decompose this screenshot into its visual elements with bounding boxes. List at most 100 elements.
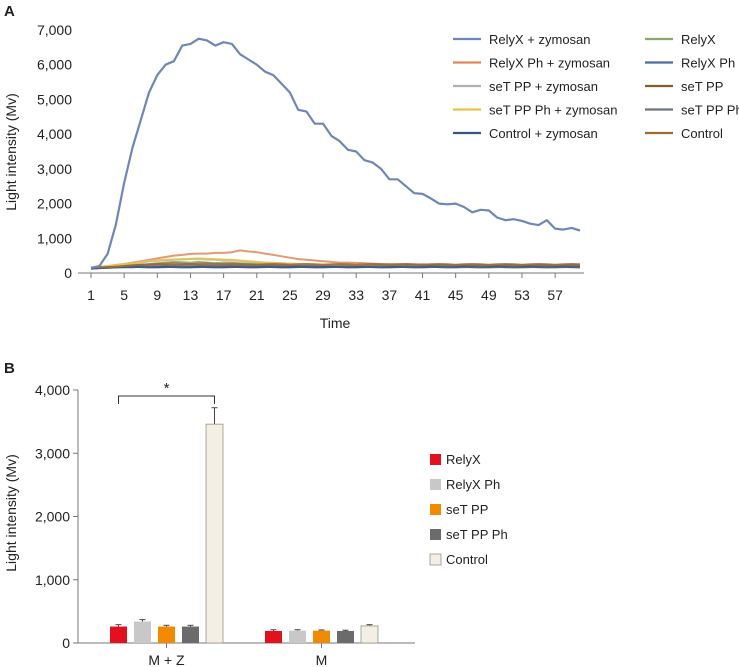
legend-item-set-pp-zymosan: seT PP + zymosan xyxy=(453,79,598,94)
panel-a-y-tick-label: 7,000 xyxy=(37,22,72,38)
legend-item-control-zymosan: Control + zymosan xyxy=(453,126,598,141)
legend-label: seT PP xyxy=(681,79,723,94)
bar-m-relyx-ph xyxy=(289,629,306,643)
bracket-line xyxy=(118,395,215,404)
panel-a-y-tick-label: 0 xyxy=(64,265,72,281)
panel-b-y-tick-label: 3,000 xyxy=(35,445,70,461)
bar-rect xyxy=(265,630,282,643)
bar-m-set-pp xyxy=(313,629,330,643)
legend-item-relyx-ph: RelyX Ph xyxy=(645,56,735,71)
panel-a-x-tick-label: 57 xyxy=(547,287,563,303)
panel-a-y-tick-label: 1,000 xyxy=(37,230,72,246)
panel-a-y-tick-label: 6,000 xyxy=(37,57,72,73)
panel-b-y-axis-title: Light intensity (Mv) xyxy=(3,454,19,571)
bar-m-z-set-pp-ph xyxy=(182,624,199,643)
legend-label: seT PP Ph xyxy=(446,527,508,542)
significance-star: * xyxy=(164,380,170,397)
panel-a-x-tick-label: 49 xyxy=(481,287,497,303)
bar-m-control xyxy=(360,624,379,644)
panel-a-y-tick-label: 4,000 xyxy=(37,126,72,142)
panel-b-y-tick-label: 1,000 xyxy=(35,572,70,588)
panel-b-category-label: M + Z xyxy=(148,652,185,667)
panel-a-x-tick-label: 45 xyxy=(448,287,464,303)
panel-a-line-chart: A 0 1,000 2,000 3,000 4,000 5,000 6,000 7,000 1… xyxy=(3,3,739,331)
legend-swatch xyxy=(430,479,441,490)
panel-a-legend: RelyX + zymosan RelyX RelyX Ph + zymosan Re… xyxy=(453,32,739,141)
panel-b-legend: RelyX RelyX Ph seT PP seT PP Ph Control xyxy=(429,452,508,567)
legend-label: Control + zymosan xyxy=(489,126,598,141)
legend-label: RelyX Ph xyxy=(446,477,500,492)
bar-m-z-relyx xyxy=(110,624,127,643)
panel-a-x-axis-title: Time xyxy=(320,315,351,331)
series-line-control xyxy=(90,262,581,269)
panel-b-y-tick-label: 4,000 xyxy=(35,382,70,398)
series-line-control-zymosan xyxy=(90,265,581,270)
legend-item-relyx-zymosan: RelyX + zymosan xyxy=(453,32,591,47)
legend-item-relyx-ph-zymosan: RelyX Ph + zymosan xyxy=(453,56,610,71)
bar-rect xyxy=(205,423,224,644)
legend-label: RelyX Ph + zymosan xyxy=(489,56,610,71)
series-line-relyx-zymosan xyxy=(90,37,581,269)
legend-label: RelyX xyxy=(681,32,716,47)
legend-item-relyx-ph: RelyX Ph xyxy=(430,477,500,492)
bar-rect xyxy=(313,630,330,643)
panel-a-label: A xyxy=(4,3,15,20)
legend-item-set-pp-ph: seT PP Ph xyxy=(430,527,508,542)
bar-rect xyxy=(134,621,151,643)
legend-item-control: Control xyxy=(645,126,723,141)
legend-label: RelyX Ph xyxy=(681,56,735,71)
panel-a-y-tick-label: 5,000 xyxy=(37,91,72,107)
legend-swatch xyxy=(430,454,441,465)
panel-a-y-tick-label: 3,000 xyxy=(37,161,72,177)
bar-rect xyxy=(289,630,306,643)
bar-m-relyx xyxy=(265,629,282,643)
bar-m-z-relyx-ph xyxy=(134,619,151,643)
panel-a-x-tick-label: 25 xyxy=(282,287,298,303)
panel-a-x-tick-label: 9 xyxy=(153,287,161,303)
bar-m-set-pp-ph xyxy=(337,629,354,643)
legend-swatch xyxy=(430,504,441,515)
bar-rect xyxy=(360,625,379,644)
legend-item-relyx: RelyX xyxy=(645,32,716,47)
bar-m-z-set-pp xyxy=(158,624,175,643)
panel-b-y-tick-label: 0 xyxy=(62,635,70,651)
bar-rect xyxy=(158,626,175,643)
legend-item-control: Control xyxy=(429,552,488,567)
legend-label: seT PP Ph xyxy=(681,103,739,118)
panel-a-x-tick-label: 5 xyxy=(120,287,128,303)
legend-item-relyx: RelyX xyxy=(430,452,481,467)
legend-item-set-pp-ph: seT PP Ph xyxy=(645,103,739,118)
panel-a-x-tick-label: 37 xyxy=(382,287,398,303)
legend-label: seT PP Ph + zymosan xyxy=(489,103,618,118)
panel-a-y-tick-label: 2,000 xyxy=(37,196,72,212)
bar-rect xyxy=(182,626,199,643)
legend-item-set-pp: seT PP xyxy=(645,79,723,94)
panel-a-x-tick-label: 29 xyxy=(315,287,331,303)
panel-b-label: B xyxy=(4,360,15,377)
panel-a-x-tick-label: 21 xyxy=(249,287,265,303)
panel-a-y-axis-title: Light intensity (Mv) xyxy=(3,93,19,210)
panel-a-x-tick-label: 53 xyxy=(514,287,530,303)
bar-rect xyxy=(110,626,127,643)
panel-a-x-tick-label: 33 xyxy=(348,287,364,303)
bar-m-z-control xyxy=(205,407,224,644)
legend-label: seT PP + zymosan xyxy=(489,79,598,94)
legend-label: RelyX xyxy=(446,452,481,467)
bar-rect xyxy=(337,630,354,643)
legend-swatch xyxy=(429,553,442,566)
panel-a-x-tick-label: 41 xyxy=(415,287,431,303)
legend-item-set-pp: seT PP xyxy=(430,502,488,517)
panel-a-x-tick-label: 13 xyxy=(183,287,199,303)
legend-label: Control xyxy=(681,126,723,141)
panel-b-category-label: M xyxy=(316,652,328,667)
legend-item-set-pp-ph-zymosan: seT PP Ph + zymosan xyxy=(453,103,618,118)
panel-b-y-tick-label: 2,000 xyxy=(35,509,70,525)
legend-swatch xyxy=(430,529,441,540)
panel-a-x-tick-label: 17 xyxy=(216,287,232,303)
legend-label: Control xyxy=(446,552,488,567)
significance-bracket: * xyxy=(118,380,215,404)
legend-label: RelyX + zymosan xyxy=(489,32,591,47)
panel-b-bar-chart: B 0 1,000 2,000 3,000 4,000 M + Z M * Light i… xyxy=(3,360,508,667)
panel-a-x-tick-label: 1 xyxy=(87,287,95,303)
